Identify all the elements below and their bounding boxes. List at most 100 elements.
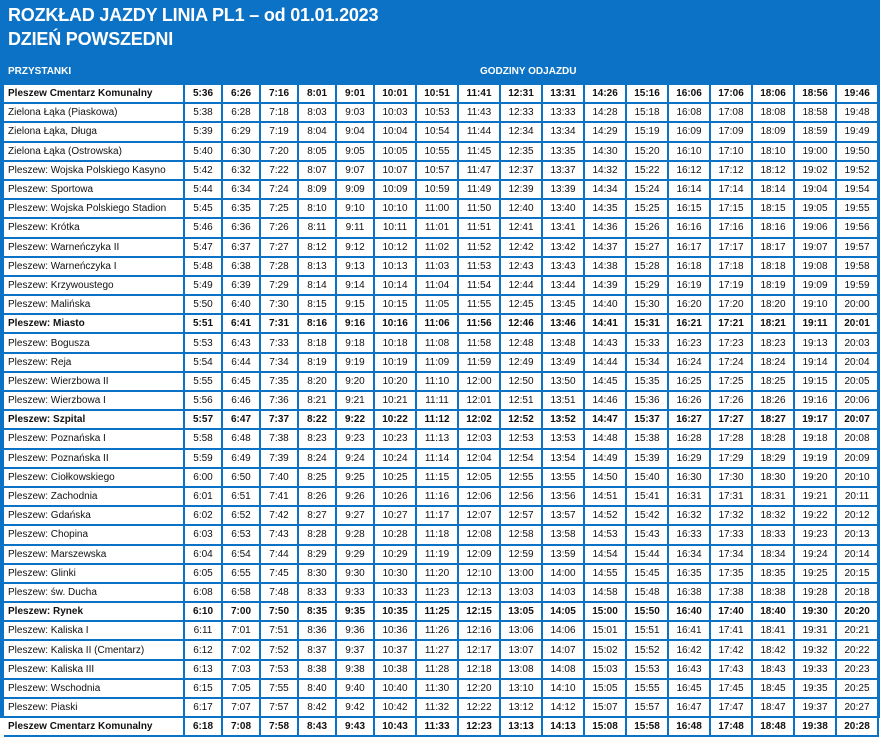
departure-time-cell: 10:10 [375,200,417,220]
departure-time-cell: 11:03 [417,257,459,277]
departure-time-cell: 12:50 [501,372,543,392]
departure-time-cell: 10:26 [375,487,417,508]
departure-time-cell: 13:59 [543,545,585,565]
departure-time-cell: 13:05 [501,603,543,623]
departure-time-cell: 8:01 [299,83,337,105]
departure-time-cell: 8:15 [299,296,337,316]
departure-time-cell: 12:13 [459,583,501,604]
departure-time-cell: 12:08 [459,526,501,546]
departure-time-cell: 5:46 [185,219,223,239]
departure-time-cell: 11:13 [417,430,459,450]
departure-time-cell: 11:52 [459,238,501,258]
departure-time-cell: 10:03 [375,104,417,124]
departure-time-cell: 18:18 [753,257,795,277]
departure-time-cell: 17:06 [711,83,753,105]
departure-time-cell: 19:58 [837,257,879,277]
departure-time-cell: 20:06 [837,392,879,412]
departure-time-cell: 9:23 [337,430,375,450]
departure-time-cell: 5:58 [185,430,223,450]
departure-time-cell: 19:31 [795,622,837,642]
departure-time-cell: 17:14 [711,180,753,201]
departure-time-cell: 13:13 [501,718,543,737]
departure-time-cell: 10:22 [375,411,417,431]
departure-time-cell: 15:58 [627,718,669,737]
departure-time-cell: 12:58 [501,526,543,546]
departure-time-cell: 12:03 [459,430,501,450]
departure-time-cell: 8:04 [299,123,337,143]
departure-time-cell: 7:50 [261,603,299,623]
departure-time-cell: 8:19 [299,353,337,373]
departure-time-cell: 9:22 [337,411,375,431]
stop-name-cell: Pleszew: Sportowa [4,180,185,201]
departure-time-cell: 11:59 [459,353,501,373]
departure-time-cell: 15:48 [627,583,669,604]
departure-time-cell: 11:32 [417,699,459,719]
departure-time-cell: 12:01 [459,392,501,412]
stop-name-cell: Zielona Łąka (Piaskowa) [4,104,185,124]
departure-time-cell: 7:39 [261,449,299,469]
departure-time-cell: 18:41 [753,622,795,642]
departure-time-cell: 8:13 [299,257,337,277]
departure-time-cell: 6:08 [185,583,223,604]
departure-time-cell: 16:31 [669,487,711,508]
departure-time-cell: 14:48 [585,430,627,450]
departure-time-cell: 14:49 [585,449,627,469]
departure-time-cell: 7:36 [261,392,299,412]
departure-time-cell: 6:39 [223,276,261,297]
stop-name-cell: Pleszew: Krótka [4,219,185,239]
departure-time-cell: 11:17 [417,507,459,527]
departure-time-cell: 7:33 [261,334,299,354]
departure-time-cell: 12:44 [501,276,543,297]
stop-name-cell: Pleszew: Wierzbowa I [4,392,185,412]
departure-time-cell: 20:05 [837,372,879,392]
departure-time-cell: 13:51 [543,392,585,412]
departure-time-cell: 16:38 [669,583,711,604]
departure-time-cell: 10:19 [375,353,417,373]
departure-time-cell: 20:01 [837,315,879,335]
departure-time-cell: 12:37 [501,161,543,181]
timetable-row: Zielona Łąka (Ostrowska) 5:40 6:30 7:20 8:05… [4,142,879,162]
departure-time-cell: 18:25 [753,372,795,392]
departure-time-cell: 18:20 [753,296,795,316]
departure-time-cell: 6:51 [223,487,261,508]
departure-time-cell: 14:38 [585,257,627,277]
departure-time-cell: 6:28 [223,104,261,124]
departure-time-cell: 11:43 [459,104,501,124]
departure-time-cell: 13:48 [543,334,585,354]
departure-time-cell: 15:07 [585,699,627,719]
departure-time-cell: 13:50 [543,372,585,392]
stop-name-cell: Pleszew: Krzywoustego [4,276,185,297]
departure-time-cell: 16:12 [669,161,711,181]
departure-time-cell: 8:16 [299,315,337,335]
departure-time-cell: 13:10 [501,679,543,699]
departure-time-cell: 13:08 [501,660,543,680]
departure-time-cell: 12:04 [459,449,501,469]
departure-time-cell: 15:39 [627,449,669,469]
departure-time-cell: 12:51 [501,392,543,412]
departure-time-cell: 12:43 [501,257,543,277]
departure-time-cell: 11:56 [459,315,501,335]
departure-time-cell: 6:50 [223,468,261,488]
departure-time-cell: 13:43 [543,257,585,277]
departure-time-cell: 6:18 [185,718,223,737]
departure-time-cell: 19:38 [795,718,837,737]
departure-time-cell: 6:35 [223,200,261,220]
stop-name-cell: Pleszew Cmentarz Komunalny [4,83,185,105]
timetable-row: Pleszew: Malińska 5:50 6:40 7:30 8:15 9:15 10:… [4,296,879,316]
departure-time-cell: 17:33 [711,526,753,546]
departure-time-cell: 18:16 [753,219,795,239]
departure-time-cell: 7:53 [261,660,299,680]
timetable-row: Pleszew: Wojska Polskiego Kasyno 5:42 6:32… [4,161,879,181]
departure-time-cell: 9:14 [337,276,375,297]
departure-time-cell: 5:40 [185,142,223,162]
departure-time-cell: 16:09 [669,123,711,143]
departure-time-cell: 18:58 [795,104,837,124]
departure-time-cell: 7:19 [261,123,299,143]
departure-time-cell: 14:34 [585,180,627,201]
departure-time-cell: 15:45 [627,564,669,584]
departure-time-cell: 12:18 [459,660,501,680]
departure-time-cell: 15:29 [627,276,669,297]
departure-time-cell: 14:54 [585,545,627,565]
timetable-row: Pleszew: Krzywoustego 5:49 6:39 7:29 8:14 9:1… [4,276,879,297]
departure-time-cell: 8:26 [299,487,337,508]
